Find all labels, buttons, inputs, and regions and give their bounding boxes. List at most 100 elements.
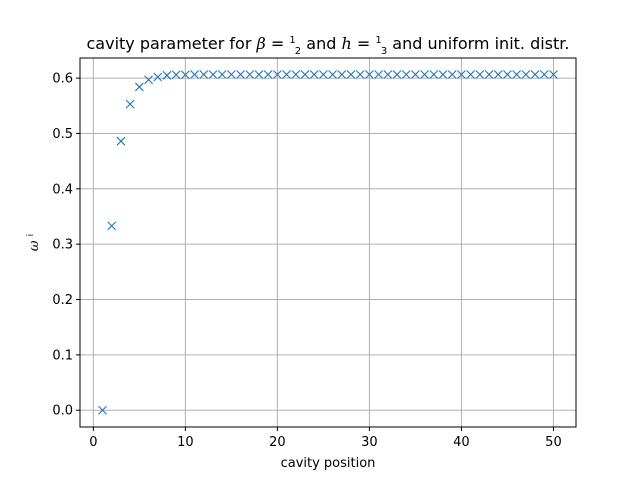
data-points: [98, 70, 558, 415]
data-point: [512, 70, 522, 79]
title-h-denominator: 3: [381, 46, 387, 57]
data-point: [549, 70, 558, 79]
data-point-stroke: [365, 70, 374, 79]
data-point-stroke: [125, 99, 135, 109]
title-beta-numerator: 1: [289, 35, 295, 46]
data-point-stroke: [457, 70, 466, 79]
data-point: [539, 70, 549, 79]
data-point-stroke: [116, 136, 126, 146]
data-point: [245, 70, 255, 79]
data-point: [420, 70, 430, 79]
data-point-stroke: [447, 70, 457, 79]
data-point: [208, 70, 218, 79]
data-point-stroke: [272, 70, 282, 79]
data-point-stroke: [328, 70, 337, 79]
data-point: [521, 70, 531, 79]
data-point: [236, 70, 245, 79]
data-point-stroke: [144, 75, 153, 85]
axis-ticks: 0 10 20 30 40 50 0.0 0.1 0.2 0.3 0.4 0.5 0.6: [52, 72, 561, 450]
data-point: [328, 70, 337, 79]
data-point: [503, 70, 512, 79]
data-point-stroke: [309, 70, 319, 79]
data-point: [319, 70, 328, 79]
title-h-numerator: 1: [375, 35, 381, 46]
data-point-stroke: [346, 70, 356, 79]
data-point-stroke: [319, 70, 328, 79]
data-point-stroke: [475, 70, 485, 79]
chart-title: cavity parameter for β = 1 2 and h = 1 3…: [87, 28, 570, 58]
data-point: [447, 70, 457, 79]
data-point: [300, 70, 310, 79]
data-point-stroke: [107, 221, 117, 231]
data-point: [272, 70, 282, 79]
data-point: [457, 70, 466, 79]
data-point: [355, 70, 365, 79]
x-tick-label: 40: [453, 435, 470, 450]
data-point-stroke: [245, 70, 255, 79]
title-h-symbol: h: [341, 34, 351, 53]
data-point-stroke: [98, 405, 107, 415]
data-point: [392, 70, 402, 79]
data-point-stroke: [300, 70, 310, 79]
data-point-stroke: [226, 70, 236, 79]
data-point-stroke: [282, 70, 291, 79]
data-point-stroke: [171, 70, 181, 80]
data-point-stroke: [429, 70, 439, 79]
data-point: [346, 70, 356, 79]
x-tick-label: 30: [361, 435, 378, 450]
data-point-stroke: [337, 70, 347, 79]
y-tick-label: 0.0: [52, 404, 73, 419]
data-point: [144, 75, 153, 85]
y-tick-label: 0.1: [52, 348, 73, 363]
data-point: [374, 70, 384, 79]
data-point-stroke: [217, 70, 227, 79]
data-point-stroke: [503, 70, 512, 79]
data-point: [383, 70, 393, 79]
data-point-stroke: [530, 70, 540, 79]
title-middle: and: [306, 34, 341, 53]
y-tick-label: 0.4: [52, 182, 73, 197]
title-equals-1: =: [271, 34, 290, 53]
data-point-stroke: [420, 70, 430, 79]
data-point: [254, 70, 264, 79]
data-point: [365, 70, 374, 79]
data-point-stroke: [208, 70, 218, 79]
data-point: [116, 136, 126, 146]
data-point: [401, 70, 411, 79]
data-point: [438, 70, 448, 79]
data-point: [429, 70, 439, 79]
data-point: [484, 70, 494, 79]
data-point-stroke: [236, 70, 245, 79]
data-point-stroke: [438, 70, 448, 79]
data-point-stroke: [199, 70, 209, 79]
data-point-stroke: [153, 72, 163, 82]
data-point: [190, 70, 199, 79]
data-point: [475, 70, 485, 79]
y-axis-label-symbol: ω: [27, 240, 42, 251]
data-point: [291, 70, 301, 79]
x-tick-label: 50: [545, 435, 562, 450]
title-beta-denominator: 2: [295, 46, 301, 57]
y-tick-label: 0.5: [52, 127, 73, 142]
data-point-stroke: [493, 70, 503, 79]
y-axis-label: ω i: [26, 234, 42, 251]
data-point-stroke: [484, 70, 494, 79]
y-tick-label: 0.6: [52, 72, 73, 87]
data-point-stroke: [466, 70, 476, 79]
title-suffix: and uniform init. distr.: [392, 34, 569, 53]
y-tick-label: 0.2: [52, 293, 73, 308]
data-point: [162, 70, 172, 80]
data-point: [337, 70, 347, 79]
data-point-stroke: [392, 70, 402, 79]
title-prefix: cavity parameter for: [87, 34, 257, 53]
x-tick-label: 20: [269, 435, 286, 450]
data-point-stroke: [355, 70, 365, 79]
data-point: [493, 70, 503, 79]
data-point-stroke: [374, 70, 384, 79]
data-point-stroke: [190, 70, 199, 79]
data-point-stroke: [263, 70, 273, 79]
y-axis-label-superscript: i: [26, 234, 36, 237]
data-point-stroke: [180, 70, 190, 80]
